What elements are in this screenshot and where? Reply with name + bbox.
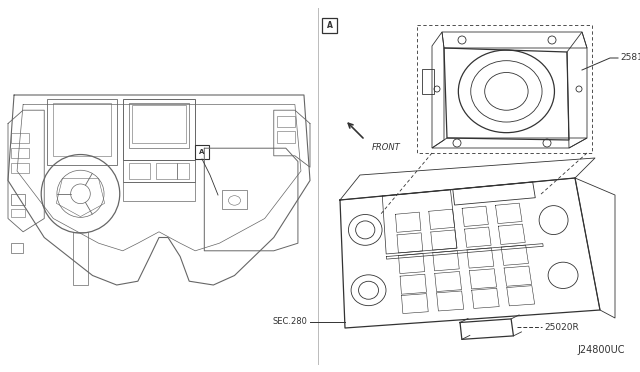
Text: A: A	[326, 21, 332, 30]
Text: 25020R: 25020R	[544, 323, 579, 332]
Bar	[156, 163, 177, 179]
Bar	[123, 99, 195, 160]
Bar	[11, 148, 29, 158]
Bar	[129, 163, 150, 179]
Bar	[11, 209, 24, 217]
Bar	[322, 18, 337, 33]
Bar	[129, 103, 189, 148]
Bar	[276, 131, 295, 142]
Bar	[47, 99, 116, 165]
Bar	[11, 133, 29, 142]
Bar	[73, 232, 88, 285]
Text: FRONT: FRONT	[372, 144, 401, 153]
Text: A: A	[199, 149, 205, 155]
Bar	[11, 243, 23, 253]
Bar	[223, 190, 246, 209]
Bar	[177, 163, 189, 179]
Text: 25810: 25810	[620, 54, 640, 62]
Bar	[11, 194, 24, 205]
Text: SEC.280: SEC.280	[273, 317, 308, 326]
Bar	[422, 69, 434, 94]
Bar	[123, 160, 195, 182]
Bar	[276, 116, 295, 127]
Bar	[123, 182, 195, 201]
Bar	[132, 105, 186, 142]
Bar	[53, 103, 111, 156]
Bar	[195, 145, 209, 159]
Bar	[11, 163, 29, 173]
Text: J24800UC: J24800UC	[577, 345, 625, 355]
